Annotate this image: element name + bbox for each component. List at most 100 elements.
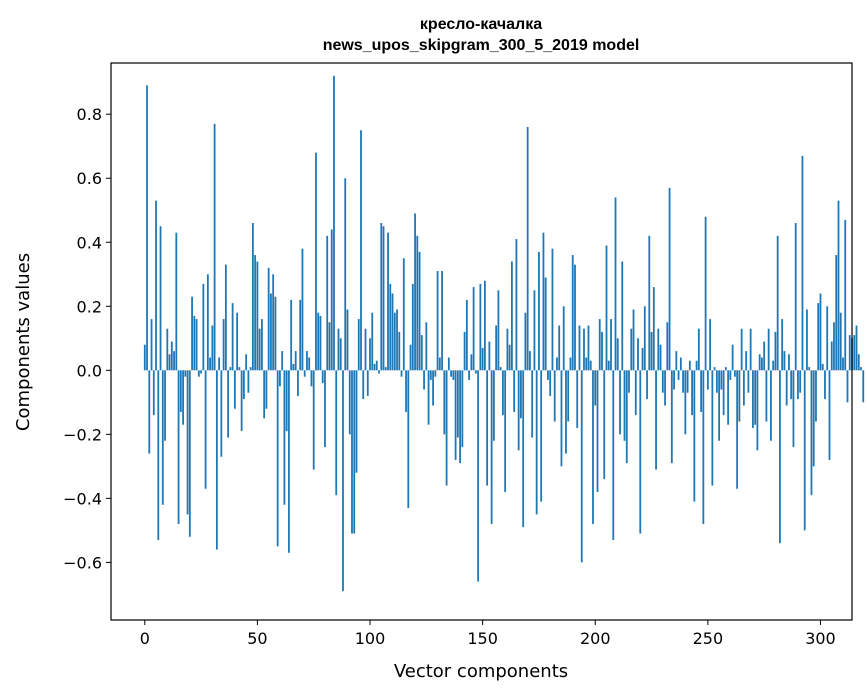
- bar: [695, 360, 698, 371]
- bar: [709, 319, 712, 371]
- bar: [583, 328, 585, 371]
- bar: [826, 306, 829, 371]
- bar: [625, 370, 628, 464]
- bar: [213, 123, 216, 371]
- bar: [193, 315, 196, 371]
- x-tick-label: 250: [693, 629, 724, 648]
- bar: [621, 261, 624, 371]
- bar: [781, 319, 784, 371]
- bar: [393, 312, 396, 371]
- bar: [452, 370, 455, 380]
- bar: [420, 335, 423, 371]
- bar: [292, 363, 295, 371]
- bar: [855, 325, 858, 371]
- bar: [661, 370, 664, 393]
- bar: [806, 309, 808, 371]
- bar: [463, 331, 466, 371]
- bar: [549, 370, 552, 396]
- bar: [677, 370, 680, 380]
- bar: [306, 351, 308, 371]
- bar: [646, 370, 648, 400]
- bar: [443, 370, 446, 435]
- bar: [702, 370, 705, 524]
- bar: [242, 370, 245, 400]
- bar: [224, 264, 227, 371]
- bar: [281, 351, 284, 371]
- bar: [215, 370, 218, 550]
- bar: [263, 370, 266, 419]
- bar: [860, 367, 862, 371]
- bar: [578, 325, 581, 371]
- bar: [571, 255, 574, 371]
- bar: [375, 360, 378, 371]
- bar: [797, 370, 799, 400]
- bar: [317, 312, 320, 371]
- bar: [529, 351, 531, 371]
- bar: [418, 251, 421, 371]
- bar: [810, 370, 813, 496]
- bar: [819, 293, 822, 371]
- bar: [441, 271, 443, 371]
- chart-title: кресло-качалка: [420, 16, 542, 33]
- bar: [623, 370, 626, 441]
- bar: [319, 315, 322, 371]
- x-tick-label: 300: [805, 629, 836, 648]
- bar: [240, 370, 243, 432]
- bar: [515, 239, 518, 371]
- bar: [209, 357, 211, 371]
- bar: [256, 261, 259, 371]
- bar: [637, 338, 639, 371]
- bar: [267, 267, 270, 371]
- bar: [562, 306, 565, 371]
- bar: [200, 370, 202, 374]
- bar: [373, 363, 376, 371]
- bar: [326, 235, 329, 371]
- bar: [704, 216, 707, 371]
- bar: [427, 370, 430, 425]
- bar: [812, 370, 815, 467]
- bar: [610, 319, 612, 371]
- bar: [445, 370, 448, 486]
- bar: [346, 309, 349, 371]
- bar: [353, 370, 356, 534]
- bar: [556, 357, 558, 371]
- bar: [351, 370, 353, 534]
- bar: [459, 370, 461, 464]
- bar: [747, 370, 750, 393]
- bar: [450, 370, 452, 377]
- bar: [785, 370, 788, 406]
- bar: [538, 251, 540, 371]
- bar: [511, 261, 513, 371]
- bar: [846, 370, 849, 403]
- bar: [657, 328, 660, 371]
- bar: [348, 370, 351, 435]
- bar: [465, 299, 468, 371]
- bar: [321, 370, 324, 384]
- bar: [155, 200, 157, 371]
- bar: [839, 312, 842, 371]
- bar: [371, 312, 374, 371]
- bar: [337, 328, 340, 371]
- bar: [486, 370, 489, 486]
- bar: [197, 370, 200, 377]
- bar: [369, 338, 371, 371]
- bar: [844, 219, 847, 371]
- bar: [835, 255, 838, 371]
- bar: [434, 370, 437, 377]
- bar: [715, 370, 718, 393]
- bar: [396, 309, 398, 371]
- bar: [670, 370, 673, 464]
- bar: [195, 319, 198, 371]
- bar: [303, 370, 306, 377]
- bar: [574, 264, 576, 371]
- bar: [540, 370, 543, 502]
- bar: [161, 370, 164, 505]
- y-axis: −0.6 −0.4 −0.2 0.0 0.2 0.4 0.6 0.8: [63, 105, 111, 572]
- bar: [330, 229, 333, 371]
- y-tick-label: −0.6: [63, 553, 102, 572]
- bar: [366, 370, 369, 396]
- bar: [824, 370, 826, 400]
- bar: [315, 152, 317, 371]
- bar: [558, 325, 561, 371]
- bar: [650, 331, 653, 371]
